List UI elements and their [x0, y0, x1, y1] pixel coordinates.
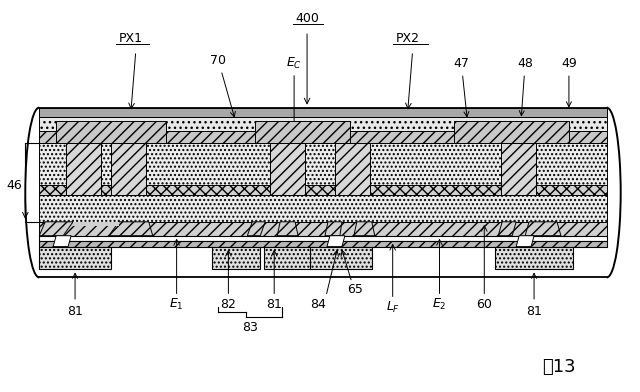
Bar: [39, 222, 607, 236]
Text: 47: 47: [454, 58, 469, 117]
Text: 81: 81: [67, 273, 83, 318]
Bar: [39, 131, 607, 143]
Text: $E_2$: $E_2$: [432, 297, 447, 312]
Bar: [39, 108, 607, 116]
Polygon shape: [327, 236, 345, 247]
Text: 60: 60: [476, 298, 492, 311]
Polygon shape: [111, 143, 146, 195]
Polygon shape: [270, 143, 305, 195]
Text: 46: 46: [6, 179, 22, 192]
Polygon shape: [109, 222, 153, 236]
Bar: [39, 195, 607, 222]
Polygon shape: [73, 222, 119, 226]
Text: 65: 65: [347, 283, 363, 296]
Bar: [255, 120, 350, 143]
Text: 83: 83: [243, 321, 259, 334]
Polygon shape: [516, 236, 534, 247]
Text: $E_1$: $E_1$: [170, 297, 184, 312]
Text: $E_C$: $E_C$: [286, 56, 302, 71]
Bar: [39, 116, 607, 131]
Bar: [39, 185, 607, 195]
Bar: [39, 247, 111, 269]
Polygon shape: [39, 222, 73, 236]
Bar: [56, 120, 166, 143]
Bar: [39, 143, 607, 185]
Polygon shape: [66, 143, 101, 195]
Polygon shape: [525, 222, 561, 236]
Polygon shape: [53, 236, 71, 247]
Bar: [310, 247, 372, 269]
Text: 70: 70: [211, 54, 236, 117]
Bar: [454, 120, 569, 143]
Text: 400: 400: [295, 12, 319, 25]
Text: 84: 84: [310, 298, 326, 311]
Polygon shape: [501, 143, 536, 195]
Polygon shape: [277, 222, 298, 236]
Polygon shape: [498, 222, 516, 236]
Text: 49: 49: [561, 58, 577, 107]
Polygon shape: [325, 222, 342, 236]
Bar: [264, 247, 312, 269]
Polygon shape: [354, 222, 375, 236]
Polygon shape: [335, 143, 370, 195]
Bar: [39, 236, 607, 241]
Text: 81: 81: [526, 273, 542, 318]
Text: PX1: PX1: [119, 32, 143, 45]
Text: 81: 81: [266, 298, 282, 311]
Text: 48: 48: [517, 58, 533, 116]
Text: 図13: 図13: [542, 358, 576, 376]
Bar: [39, 241, 607, 247]
Text: $L_F$: $L_F$: [386, 299, 400, 315]
Text: PX2: PX2: [396, 32, 420, 45]
Bar: [212, 247, 260, 269]
Text: 82: 82: [220, 298, 236, 311]
Polygon shape: [247, 222, 265, 236]
Bar: [495, 247, 573, 269]
